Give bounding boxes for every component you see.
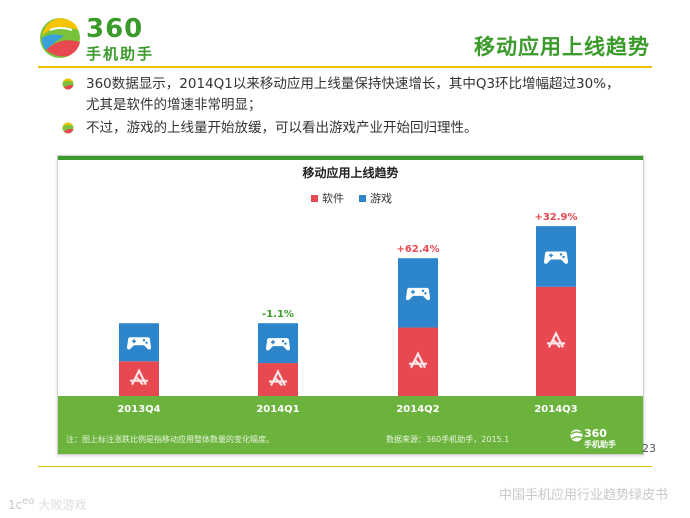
legend-swatch-0 [311, 195, 318, 202]
chart-title: 移动应用上线趋势 [302, 165, 398, 180]
brand-ball-icon [40, 18, 80, 58]
bullet-item: 360数据显示，2014Q1以来移动应用上线量保持快速增长，其中Q3环比增幅超过… [62, 74, 632, 116]
bullet-ball-icon [62, 122, 74, 134]
change-label-1: -1.1% [262, 309, 294, 320]
brand-name: 手机助手 [86, 45, 155, 63]
panel-top-bar [58, 156, 643, 160]
watermark-sup: eo [22, 496, 35, 507]
footer-brand-number: 360 [584, 427, 607, 440]
title-divider [38, 66, 652, 68]
x-tick-label-2: 2014Q2 [396, 404, 439, 415]
footer-ball-icon [570, 429, 583, 442]
gamepad-icon [266, 338, 290, 351]
footer-divider [38, 466, 652, 467]
bullet-list: 360数据显示，2014Q1以来移动应用上线量保持快速增长，其中Q3环比增幅超过… [62, 74, 632, 141]
bullet-ball-icon [62, 78, 74, 90]
change-label-2: +62.4% [396, 244, 439, 255]
bullet-text: 不过，游戏的上线量开始放缓，可以看出游戏产业开始回归理性。 [86, 120, 478, 136]
x-tick-label-0: 2013Q4 [117, 404, 160, 415]
legend-label-1: 游戏 [370, 192, 392, 205]
legend-swatch-1 [359, 195, 366, 202]
change-label-3: +32.9% [534, 212, 577, 223]
bullet-item: 不过，游戏的上线量开始放缓，可以看出游戏产业开始回归理性。 [62, 118, 632, 139]
footer-brand-name: 手机助手 [584, 440, 616, 449]
brand-number: 360 [86, 14, 144, 44]
brand-logo: 360 手机助手 [38, 10, 178, 63]
watermark-prefix: 1c [8, 498, 23, 512]
book-title: 中国手机应用行业趋势绿皮书 [498, 488, 668, 503]
app-store-icon [130, 368, 148, 386]
app-store-icon [269, 369, 287, 387]
gamepad-icon [544, 251, 568, 264]
app-store-icon [409, 351, 427, 369]
chart-panel: 移动应用上线趋势软件 游戏 2013Q4 -1.1% 2014Q1 +62.4% 2014Q… [57, 155, 644, 455]
x-tick-label-1: 2014Q1 [256, 404, 299, 415]
chart-source: 数据来源：360手机助手，2015.1 [386, 435, 510, 444]
page-number: 23 [642, 442, 656, 455]
watermark-text: 大败游戏 [38, 498, 87, 512]
chart-note: 注：图上标注涨跌比例是指移动应用整体数量的变化幅度。 [66, 435, 274, 444]
gamepad-icon [127, 337, 151, 350]
chart-footer-band [58, 396, 643, 454]
footer-brand-logo: 360 手机助手 [570, 426, 640, 450]
watermark: 1ceo 大败游戏 [8, 496, 86, 513]
legend-label-0: 软件 [322, 191, 344, 205]
gamepad-icon [406, 287, 430, 301]
x-tick-label-3: 2014Q3 [534, 404, 577, 415]
slide-title: 移动应用上线趋势 [474, 35, 650, 59]
app-store-icon [547, 330, 565, 349]
bullet-text: 360数据显示，2014Q1以来移动应用上线量保持快速增长，其中Q3环比增幅超过… [86, 76, 620, 113]
